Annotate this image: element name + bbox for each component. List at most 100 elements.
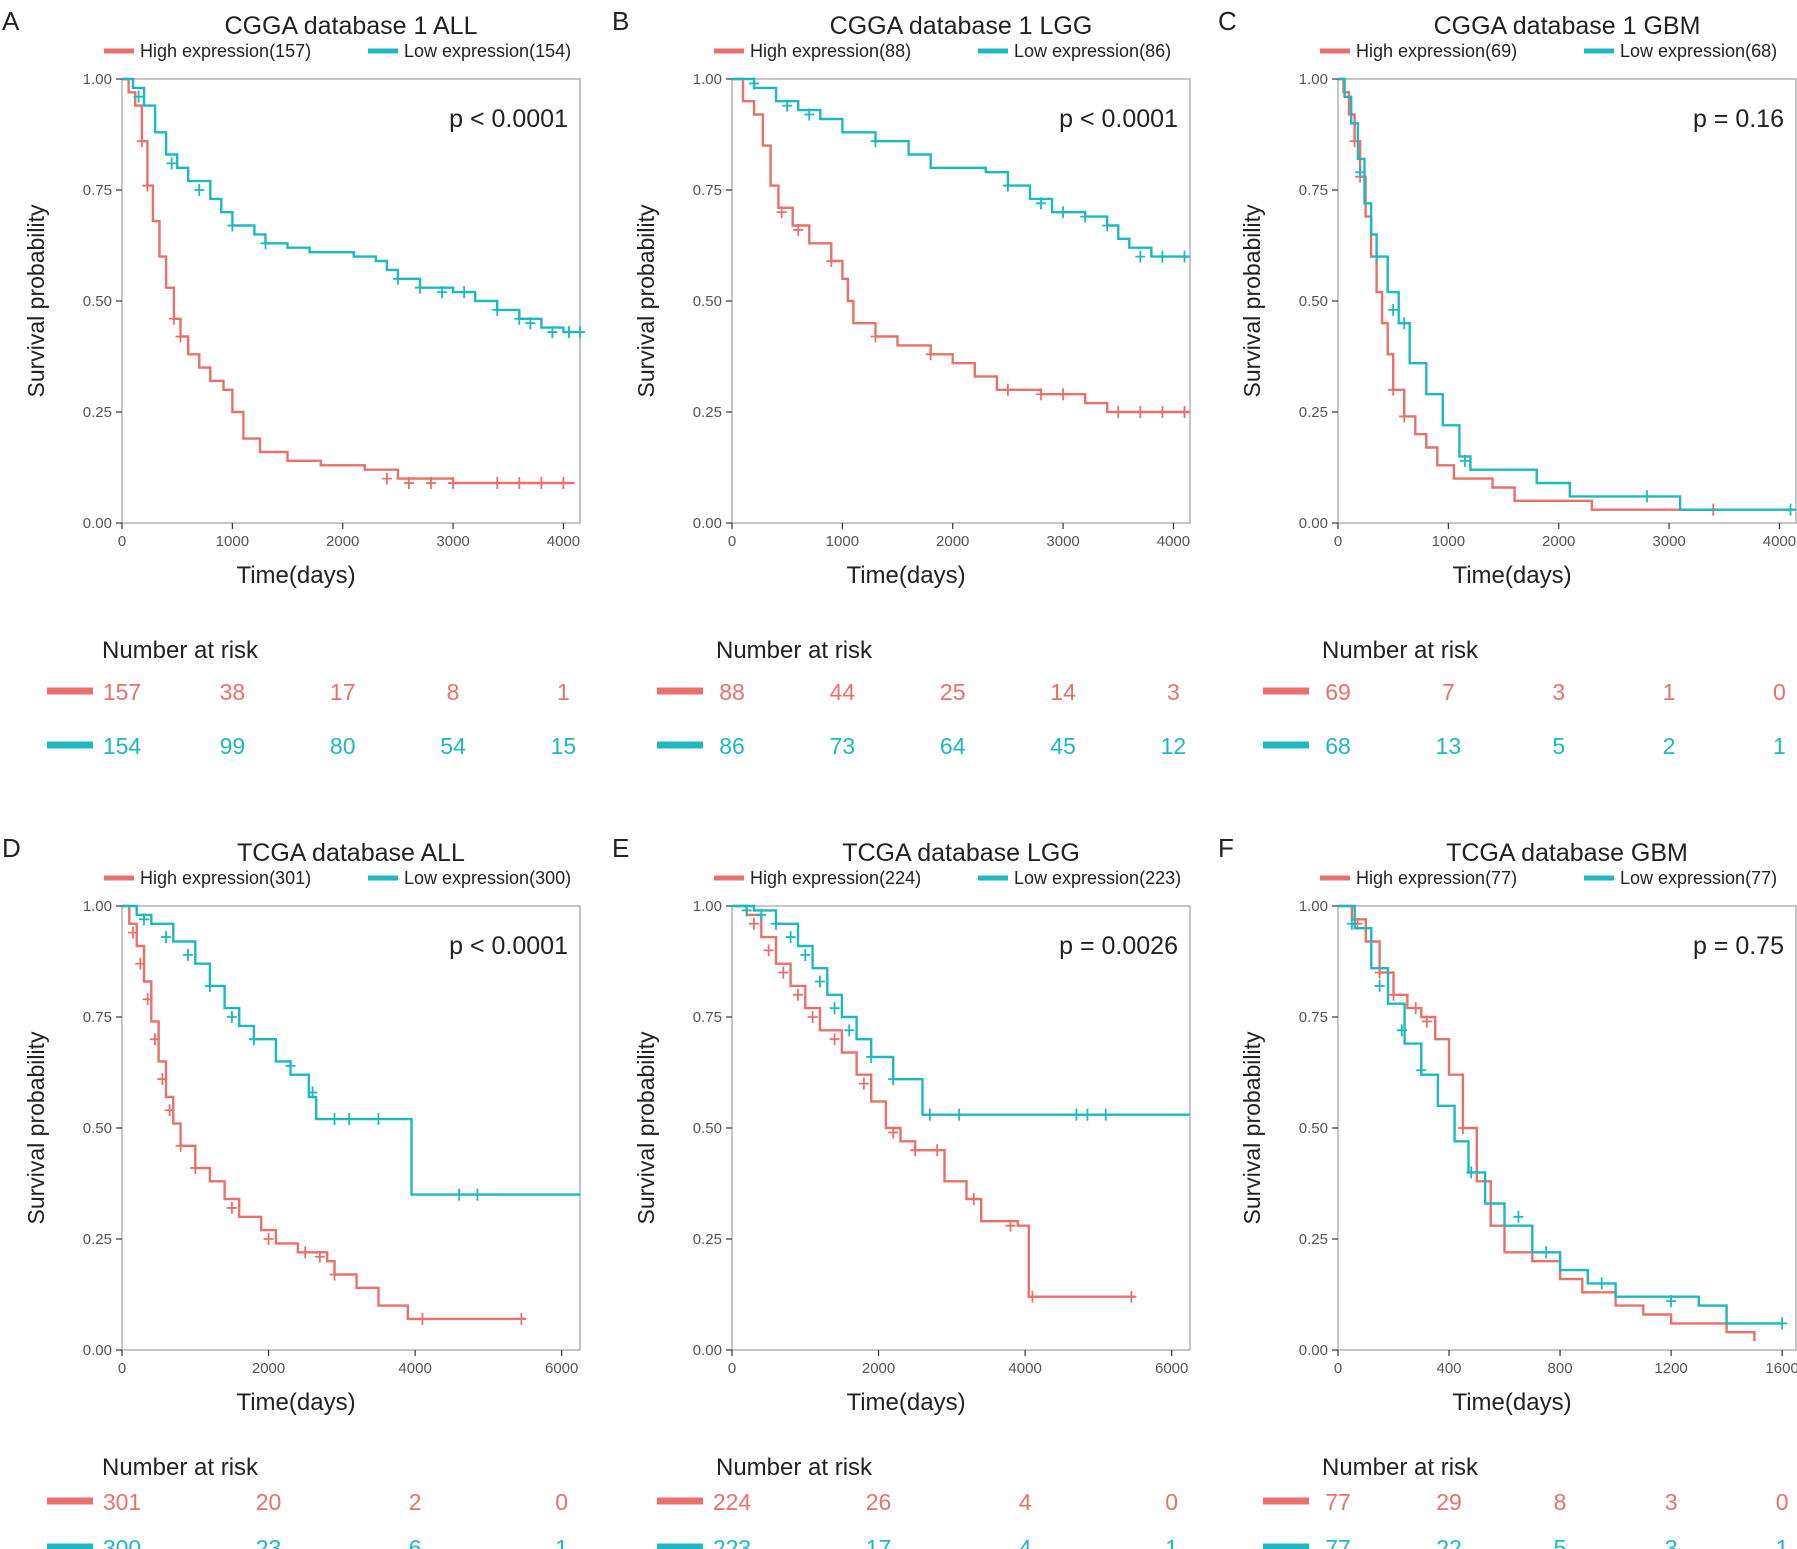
legend-label-high: High expression(224) — [750, 868, 921, 888]
x-axis-label: Time(days) — [846, 562, 965, 589]
censor-mark-high — [1457, 1122, 1468, 1134]
censor-mark-high — [127, 926, 138, 939]
y-tick-label: 1.00 — [693, 71, 722, 88]
x-tick-label: 2000 — [252, 1360, 285, 1377]
risk-count-high: 26 — [866, 1489, 892, 1515]
chart-title: TCGA database GBM — [1446, 839, 1688, 867]
x-tick-label: 1600 — [1765, 1360, 1797, 1377]
x-tick-label: 0 — [1334, 1360, 1342, 1377]
legend: High expression(77) Low expression(77) — [1320, 868, 1777, 888]
x-axis-label: Time(days) — [236, 562, 355, 589]
censor-mark-high — [778, 966, 789, 979]
risk-count-high: 7 — [1442, 679, 1455, 705]
x-tick-label: 2000 — [1542, 533, 1575, 550]
censor-mark-high — [829, 1033, 840, 1046]
y-tick-label: 1.00 — [1299, 71, 1328, 88]
censor-mark-high — [426, 477, 437, 490]
censor-mark-high — [1179, 406, 1190, 418]
risk-count-low: 1 — [555, 1535, 568, 1549]
censor-mark-low — [749, 77, 760, 90]
x-axis-label: Time(days) — [1452, 562, 1571, 589]
risk-count-low: 6 — [409, 1535, 422, 1549]
series-high — [122, 904, 527, 1325]
risk-table: Number at risk 224 26 4 0 223 17 4 1 — [657, 1454, 1178, 1549]
y-tick-label: 0.50 — [693, 293, 722, 310]
censor-mark-high — [157, 1073, 168, 1086]
risk-count-low: 17 — [866, 1535, 892, 1549]
censor-mark-high — [807, 1011, 818, 1023]
y-axis-label: Survival probability — [633, 204, 659, 398]
y-tick-label: 0.25 — [693, 1231, 722, 1248]
y-tick-label: 0.50 — [1299, 1120, 1328, 1137]
risk-table: Number at risk 157 38 17 8 1 154 99 80 54 15 — [47, 637, 576, 759]
risk-count-high: 4 — [1019, 1489, 1032, 1515]
survival-curve-low — [1338, 77, 1796, 511]
censor-mark-high — [826, 255, 837, 268]
risk-count-low: 45 — [1050, 733, 1076, 759]
censor-mark-low — [1466, 1166, 1477, 1179]
risk-count-low: 80 — [330, 733, 356, 759]
x-tick-label: 1200 — [1654, 1360, 1687, 1377]
risk-count-high: 20 — [256, 1489, 282, 1515]
risk-count-low: 3 — [1665, 1535, 1678, 1549]
risk-count-low: 12 — [1161, 733, 1187, 759]
y-tick-label: 0.75 — [693, 1009, 722, 1026]
censor-mark-low — [1102, 219, 1113, 232]
risk-count-high: 29 — [1436, 1489, 1462, 1515]
censor-mark-high — [300, 1246, 311, 1259]
censor-mark-low — [182, 948, 193, 961]
y-tick-label: 0.50 — [1299, 293, 1328, 310]
series-low — [1338, 904, 1788, 1330]
y-tick-label: 1.00 — [1299, 898, 1328, 915]
x-tick-label: 1000 — [1432, 533, 1465, 550]
panel-letter: A — [2, 6, 20, 36]
censor-mark-low — [1157, 250, 1168, 263]
censor-mark-low — [563, 326, 574, 339]
y-tick-label: 0.00 — [83, 1342, 112, 1359]
risk-count-high: 0 — [1165, 1489, 1178, 1515]
censor-mark-low — [459, 286, 470, 299]
risk-table-title: Number at risk — [716, 637, 873, 664]
censor-mark-low — [756, 908, 767, 921]
risk-table-title: Number at risk — [716, 1454, 873, 1481]
censor-mark-high — [142, 993, 153, 1006]
series-high — [732, 77, 1190, 418]
censor-mark-low — [1135, 250, 1146, 263]
censor-mark-low — [525, 317, 536, 330]
censor-mark-high — [136, 135, 147, 148]
x-tick-label: 0 — [728, 533, 736, 550]
legend: High expression(224) Low expression(223) — [714, 868, 1181, 888]
plot-frame — [731, 78, 1191, 524]
plot-frame — [1337, 78, 1797, 524]
censor-mark-high — [417, 1312, 428, 1325]
censor-mark-low — [782, 99, 793, 112]
survival-curve-high — [1338, 904, 1756, 1342]
y-tick-label: 0.25 — [1299, 404, 1328, 421]
censor-mark-low — [804, 108, 815, 121]
censor-mark-low — [1416, 1064, 1427, 1077]
censor-mark-low — [1399, 317, 1410, 330]
censor-mark-low — [1777, 1317, 1788, 1330]
censor-mark-high — [748, 917, 759, 930]
x-tick-label: 0 — [118, 533, 126, 550]
legend-label-high: High expression(301) — [140, 868, 311, 888]
y-tick-label: 0.25 — [83, 1231, 112, 1248]
risk-count-high: 3 — [1665, 1489, 1678, 1515]
y-tick-label: 0.00 — [1299, 1342, 1328, 1359]
p-value: p = 0.16 — [1693, 105, 1784, 133]
legend: High expression(88) Low expression(86) — [714, 41, 1171, 61]
y-tick-label: 0.50 — [83, 293, 112, 310]
censor-mark-high — [1036, 388, 1047, 401]
y-tick-label: 0.00 — [693, 1342, 722, 1359]
censor-mark-high — [175, 1139, 186, 1152]
censor-mark-low — [472, 1188, 483, 1201]
risk-count-high: 3 — [1167, 679, 1180, 705]
censor-mark-low — [1082, 1108, 1093, 1121]
censor-mark-low — [1058, 206, 1069, 219]
legend-label-low: Low expression(300) — [404, 868, 571, 888]
risk-count-high: 157 — [103, 679, 141, 705]
